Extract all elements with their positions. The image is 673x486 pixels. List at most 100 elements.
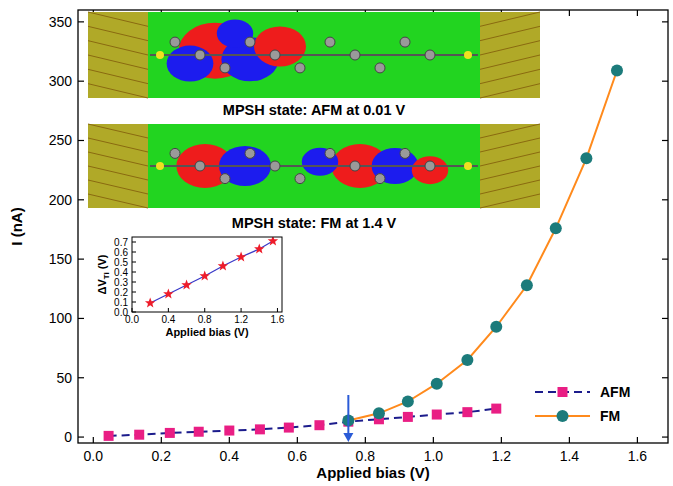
legend: AFMFM [535, 384, 630, 424]
x-tick [637, 437, 638, 443]
marker [611, 65, 623, 77]
marker [373, 407, 385, 419]
inset-series-line [150, 241, 273, 303]
background [0, 0, 673, 486]
inset-y-tick [132, 262, 136, 263]
sulfur-atom [156, 162, 164, 170]
electrode-bond [88, 55, 148, 69]
inset-y-tick-label: 0.1 [114, 297, 128, 308]
mpsh-ground [88, 12, 540, 98]
inset-y-label-sub: Ti [102, 272, 111, 279]
y-axis-title: I (nA) [8, 207, 25, 245]
inset-x-tick-label: 1.6 [271, 314, 285, 325]
inset-y-label-unit: (V) [96, 254, 108, 269]
atom [375, 174, 385, 184]
electrode-bond [480, 41, 540, 55]
atom [400, 37, 410, 47]
x-tick-label: 1.2 [492, 448, 512, 464]
inset-y-tick [132, 242, 136, 243]
electrode [480, 12, 540, 98]
inset-x-tick-label: 1.2 [234, 314, 248, 325]
electrode [88, 124, 148, 208]
marker [314, 420, 324, 430]
x-tick [297, 437, 298, 443]
inset-ground [132, 237, 282, 312]
y-tick [78, 377, 84, 378]
legend-marker [557, 410, 569, 422]
y-tick-label: 100 [49, 310, 73, 326]
x-tick [93, 437, 94, 443]
plot-frame [78, 10, 668, 443]
y-tick-label: 250 [49, 132, 73, 148]
atom [195, 50, 205, 60]
plot-area [104, 65, 623, 441]
inset-marker [145, 298, 155, 308]
inset-marker [254, 244, 264, 254]
electrode-bond [480, 152, 540, 166]
electrode-bond [480, 124, 540, 138]
electrode-bond [480, 138, 540, 152]
y-tick [662, 318, 668, 319]
electrode-bond [480, 84, 540, 98]
electrode-bond [88, 41, 148, 55]
electrode-bond [88, 180, 148, 194]
marker [194, 427, 204, 437]
mpsh-picture [88, 124, 540, 208]
electrode-bond [480, 69, 540, 83]
inset-marker [218, 261, 228, 271]
x-tick [569, 10, 570, 16]
y-tick [662, 377, 668, 378]
x-tick [501, 437, 502, 443]
atom [245, 148, 255, 158]
electrode-bond [88, 12, 148, 26]
y-tick [662, 259, 668, 260]
y-tick [662, 199, 668, 200]
atom [170, 148, 180, 158]
y-tick [78, 21, 84, 22]
legend-label: AFM [600, 384, 630, 400]
atom [245, 37, 255, 47]
marker [431, 378, 443, 390]
inset-marker [268, 237, 278, 245]
atom [350, 161, 360, 171]
inset-marker [163, 289, 173, 299]
inset-y-tick [132, 282, 136, 283]
atom [270, 50, 280, 60]
electrode-bond [480, 180, 540, 194]
y-tick [78, 199, 84, 200]
y-tick-label: 0 [64, 429, 72, 445]
marker [490, 321, 502, 333]
inset-y-tick-label: 0.7 [114, 237, 128, 248]
annotation: MPSH state: FM at 1.4 V [232, 215, 397, 231]
marker [580, 152, 592, 164]
y-tick [662, 81, 668, 82]
atom [295, 63, 305, 73]
electrode-bond [88, 194, 148, 208]
electrode-bond [88, 138, 148, 152]
inset-y-axis-title: ΔVTi(V) [96, 254, 111, 294]
atom [350, 50, 360, 60]
inset-y-tick-label: 0.2 [114, 287, 128, 298]
inset-marker [200, 271, 210, 281]
atom [220, 63, 230, 73]
inset-y-tick-label: 0.4 [114, 267, 128, 278]
electrode-bond [88, 166, 148, 180]
orbital-lobe [167, 46, 214, 82]
sulfur-atom [464, 51, 472, 59]
marker [432, 410, 442, 420]
inset-x-tick [241, 308, 242, 312]
chart: 0.00.20.40.60.81.01.21.41.60501001502002… [0, 0, 673, 486]
inset-y-tick [132, 302, 136, 303]
y-tick-label: 150 [49, 251, 73, 267]
inset-y-tick [132, 272, 136, 273]
atom [270, 161, 280, 171]
inset-y-tick [132, 292, 136, 293]
marker [224, 426, 234, 436]
y-tick [78, 140, 84, 141]
x-tick-label: 0.6 [288, 448, 308, 464]
inset-x-axis-title: Applied bias (V) [165, 326, 248, 338]
electrode-bond [480, 12, 540, 26]
y-tick [662, 436, 668, 437]
orbital-lobe [412, 156, 448, 184]
atom [375, 63, 385, 73]
